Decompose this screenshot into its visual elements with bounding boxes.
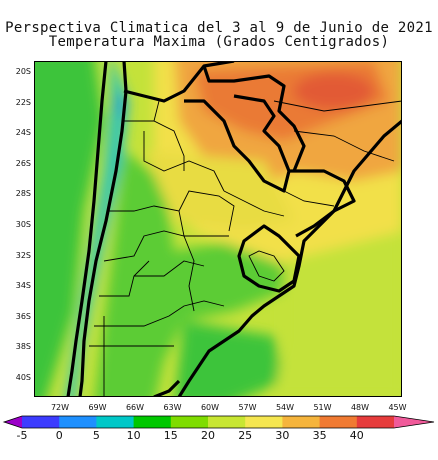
colorbar-segment [59,416,97,428]
lat-tick-label: 36S [15,311,31,321]
province-line [153,100,160,122]
lat-tick-label: 38S [15,342,31,352]
province-line [109,190,235,232]
lon-tick-label: 69W [88,403,107,412]
province-line [124,120,185,171]
province-line [134,260,205,277]
lon-tick-label: 72W [50,403,70,412]
province-line [178,210,195,312]
lat-tick-label: 26S [15,158,31,168]
andes-border [78,61,128,397]
colorbar-segment [170,416,209,428]
lat-tick-label: 22S [15,97,31,107]
colorbar-tick-label: 15 [163,429,178,442]
lon-tick-label: 63W [163,403,182,412]
lon-tick-label: 66W [125,403,145,412]
province-line [103,230,229,262]
lat-tick-label: 28S [15,189,31,199]
lon-tick-label: 51W [313,403,332,412]
lon-tick-label: 45W [388,403,407,412]
lon-tick-label: 60W [200,403,220,412]
map-subtitle: Temperatura Maxima (Grados Centigrados) [48,34,390,50]
bolivia-border [123,61,235,103]
uruguay [237,224,301,293]
temp-zone-coast [274,231,402,397]
colorbar-segment [319,416,358,428]
atlantic-coastline [177,119,402,397]
temp-zone-hot-core [294,73,374,109]
province-line [99,260,150,297]
colorbar-segment [22,416,60,428]
colorbar-segment [133,416,172,428]
province-line [248,250,285,282]
colorbar-tick-label: 25 [238,429,253,442]
colorbar-tick-label: 40 [349,429,364,442]
pacific-coastline [66,61,108,397]
colorbar-tick-label: 30 [275,429,290,442]
colorbar-tick-label: 10 [126,429,141,442]
country-borders [66,61,402,397]
temp-zone-central-green [95,151,284,397]
colorbar-segment [208,416,246,428]
colorbar-segment [394,416,434,428]
colorbar-segment [245,416,283,428]
colorbar-tick-label: -5 [16,429,28,442]
province-borders [89,100,402,396]
brazil-border [202,65,306,172]
lat-tick-label: 24S [15,128,31,138]
province-line [223,190,285,217]
lat-tick-label: 40S [15,373,31,382]
province-line [94,300,225,327]
colorbar-segment [4,416,22,428]
temp-zone-patagonia [175,321,284,397]
colorbar-tick-label: 0 [55,429,63,442]
lat-tick-label: 30S [15,220,31,229]
temperature-colorbar [2,415,435,429]
map-title: Perspectiva Climatica del 3 al 9 de Juni… [5,20,433,36]
province-line [273,100,402,112]
province-line [143,131,225,192]
colorbar-tick-label: 5 [92,429,100,442]
colorbar-tick-label: 20 [201,429,215,442]
colorbar-tick-label: 35 [312,429,327,442]
lat-tick-label: 20S [15,67,31,76]
temp-zone-pacific [34,61,104,397]
lat-tick-label: 32S [15,250,31,260]
province-line [293,130,395,162]
lon-tick-label: 54W [275,403,295,412]
temperature-map [34,61,402,397]
colorbar-segment [356,416,395,428]
southern-coast [153,379,181,397]
colorbar-segment [96,416,135,428]
province-line [263,180,335,207]
argentina-east [289,169,356,238]
lon-tick-label: 48W [350,403,370,412]
colorbar-segment [282,416,321,428]
lon-tick-label: 57W [238,403,257,412]
lat-tick-label: 34S [15,281,31,291]
